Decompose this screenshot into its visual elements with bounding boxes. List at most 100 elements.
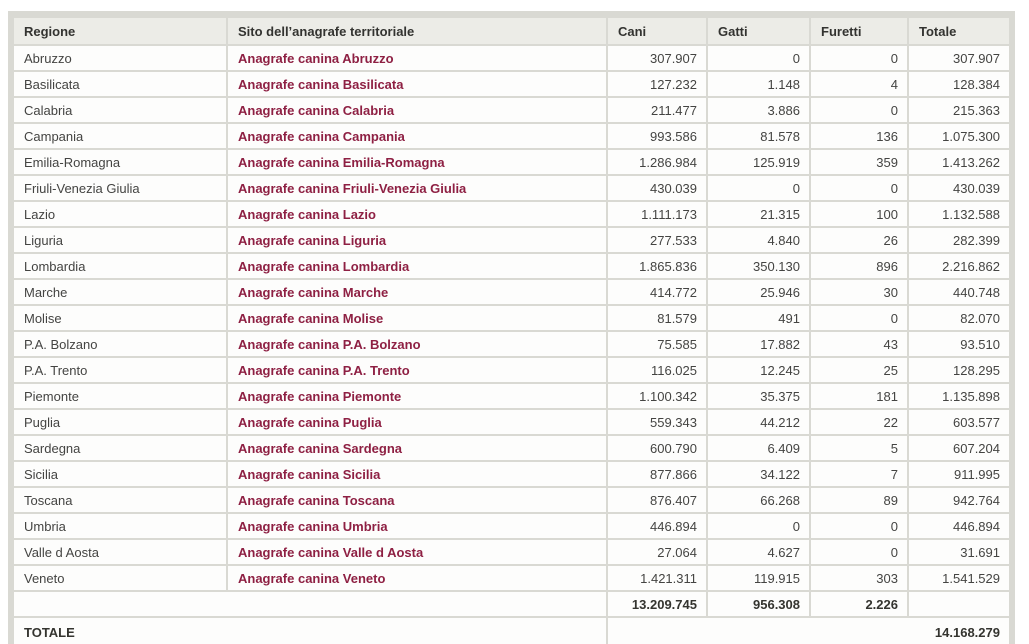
cani-value: 211.477 <box>608 98 706 122</box>
gatti-value: 350.130 <box>708 254 809 278</box>
furetti-value: 0 <box>811 540 907 564</box>
subtotal-furetti-value: 2.226 <box>811 592 907 616</box>
registry-site-link[interactable]: Anagrafe canina Liguria <box>238 233 387 248</box>
table-row: Friuli-Venezia Giulia Anagrafe canina Fri… <box>14 176 1009 200</box>
cani-value: 75.585 <box>608 332 706 356</box>
gatti-value: 35.375 <box>708 384 809 408</box>
region-name: Sicilia <box>14 462 226 486</box>
grand-total-label: TOTALE <box>14 618 606 644</box>
registry-site-link[interactable]: Anagrafe canina Toscana <box>238 493 395 508</box>
registry-site-link[interactable]: Anagrafe canina Sicilia <box>238 467 381 482</box>
totale-value: 1.413.262 <box>909 150 1009 174</box>
registry-site-cell: Anagrafe canina Lazio <box>228 202 606 226</box>
registry-site-link[interactable]: Anagrafe canina Emilia-Romagna <box>238 155 445 170</box>
region-name: P.A. Trento <box>14 358 226 382</box>
cani-value: 430.039 <box>608 176 706 200</box>
subtotal-cani-value: 13.209.745 <box>608 592 706 616</box>
registry-site-cell: Anagrafe canina Emilia-Romagna <box>228 150 606 174</box>
region-name: Calabria <box>14 98 226 122</box>
gatti-value: 81.578 <box>708 124 809 148</box>
furetti-value: 5 <box>811 436 907 460</box>
furetti-value: 25 <box>811 358 907 382</box>
registry-site-link[interactable]: Anagrafe canina Umbria <box>238 519 388 534</box>
region-name: Lazio <box>14 202 226 226</box>
grand-total-value: 14.168.279 <box>608 618 1009 644</box>
table-row: Toscana Anagrafe canina Toscana 876.407 66.… <box>14 488 1009 512</box>
cani-value: 446.894 <box>608 514 706 538</box>
registry-site-link[interactable]: Anagrafe canina Valle d Aosta <box>238 545 424 560</box>
furetti-value: 4 <box>811 72 907 96</box>
table-row: Molise Anagrafe canina Molise 81.579 491 0 82… <box>14 306 1009 330</box>
region-name: Puglia <box>14 410 226 434</box>
region-name: Umbria <box>14 514 226 538</box>
registry-site-cell: Anagrafe canina Friuli-Venezia Giulia <box>228 176 606 200</box>
registry-site-cell: Anagrafe canina Puglia <box>228 410 606 434</box>
totale-value: 440.748 <box>909 280 1009 304</box>
gatti-value: 21.315 <box>708 202 809 226</box>
registry-site-link[interactable]: Anagrafe canina Piemonte <box>238 389 402 404</box>
grand-total-row: TOTALE 14.168.279 <box>14 618 1009 644</box>
cani-value: 1.100.342 <box>608 384 706 408</box>
totale-value: 911.995 <box>909 462 1009 486</box>
region-name: Abruzzo <box>14 46 226 70</box>
table-row: Umbria Anagrafe canina Umbria 446.894 0 0 446… <box>14 514 1009 538</box>
gatti-value: 4.840 <box>708 228 809 252</box>
registry-site-link[interactable]: Anagrafe canina Calabria <box>238 103 395 118</box>
subtotal-gatti-value: 956.308 <box>708 592 809 616</box>
table-row: Piemonte Anagrafe canina Piemonte 1.100.34… <box>14 384 1009 408</box>
region-name: Valle d Aosta <box>14 540 226 564</box>
cani-value: 600.790 <box>608 436 706 460</box>
cani-value: 559.343 <box>608 410 706 434</box>
registry-site-link[interactable]: Anagrafe canina Puglia <box>238 415 382 430</box>
table-row: P.A. Bolzano Anagrafe canina P.A. Bolzano… <box>14 332 1009 356</box>
cani-value: 1.286.984 <box>608 150 706 174</box>
registry-site-link[interactable]: Anagrafe canina Basilicata <box>238 77 404 92</box>
registry-site-link[interactable]: Anagrafe canina Molise <box>238 311 384 326</box>
registry-site-link[interactable]: Anagrafe canina Sardegna <box>238 441 402 456</box>
gatti-value: 25.946 <box>708 280 809 304</box>
registry-site-link[interactable]: Anagrafe canina Abruzzo <box>238 51 394 66</box>
gatti-value: 1.148 <box>708 72 809 96</box>
gatti-value: 0 <box>708 514 809 538</box>
furetti-value: 0 <box>811 176 907 200</box>
cani-value: 116.025 <box>608 358 706 382</box>
gatti-value: 4.627 <box>708 540 809 564</box>
table-row: Puglia Anagrafe canina Puglia 559.343 44.21… <box>14 410 1009 434</box>
registry-site-link[interactable]: Anagrafe canina Friuli-Venezia Giulia <box>238 181 467 196</box>
cani-value: 876.407 <box>608 488 706 512</box>
cani-value: 414.772 <box>608 280 706 304</box>
registry-site-link[interactable]: Anagrafe canina Lazio <box>238 207 376 222</box>
region-name: Molise <box>14 306 226 330</box>
gatti-value: 34.122 <box>708 462 809 486</box>
registry-site-link[interactable]: Anagrafe canina Veneto <box>238 571 386 586</box>
registry-site-link[interactable]: Anagrafe canina Campania <box>238 129 405 144</box>
table-row: Abruzzo Anagrafe canina Abruzzo 307.907 0 0 3… <box>14 46 1009 70</box>
totale-value: 82.070 <box>909 306 1009 330</box>
region-name: Basilicata <box>14 72 226 96</box>
registry-site-cell: Anagrafe canina Valle d Aosta <box>228 540 606 564</box>
column-header-regione: Regione <box>14 18 226 44</box>
cani-value: 1.421.311 <box>608 566 706 590</box>
totale-value: 215.363 <box>909 98 1009 122</box>
furetti-value: 359 <box>811 150 907 174</box>
region-name: Veneto <box>14 566 226 590</box>
table-body: Abruzzo Anagrafe canina Abruzzo 307.907 0 0 3… <box>14 46 1009 590</box>
registry-site-link[interactable]: Anagrafe canina Lombardia <box>238 259 410 274</box>
cani-value: 1.865.836 <box>608 254 706 278</box>
registry-site-cell: Anagrafe canina Basilicata <box>228 72 606 96</box>
registry-site-cell: Anagrafe canina Molise <box>228 306 606 330</box>
registry-site-link[interactable]: Anagrafe canina Marche <box>238 285 389 300</box>
table-row: Valle d Aosta Anagrafe canina Valle d Aos… <box>14 540 1009 564</box>
column-header-cani: Cani <box>608 18 706 44</box>
registry-site-cell: Anagrafe canina Toscana <box>228 488 606 512</box>
registry-site-link[interactable]: Anagrafe canina P.A. Trento <box>238 363 410 378</box>
gatti-value: 3.886 <box>708 98 809 122</box>
registry-site-link[interactable]: Anagrafe canina P.A. Bolzano <box>238 337 421 352</box>
table-row: Calabria Anagrafe canina Calabria 211.477 3… <box>14 98 1009 122</box>
furetti-value: 7 <box>811 462 907 486</box>
region-name: Emilia-Romagna <box>14 150 226 174</box>
totale-value: 31.691 <box>909 540 1009 564</box>
column-header-totale: Totale <box>909 18 1009 44</box>
registry-site-cell: Anagrafe canina Sardegna <box>228 436 606 460</box>
